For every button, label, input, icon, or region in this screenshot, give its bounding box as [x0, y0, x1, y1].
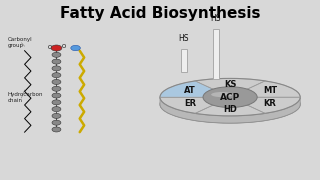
- Circle shape: [52, 100, 61, 105]
- Text: O: O: [61, 44, 66, 49]
- Text: O: O: [47, 45, 52, 50]
- Polygon shape: [230, 81, 300, 97]
- Text: Hydrocarbon
chain: Hydrocarbon chain: [8, 92, 43, 103]
- Circle shape: [71, 45, 80, 51]
- Circle shape: [52, 59, 61, 64]
- Text: MT: MT: [263, 86, 277, 95]
- Text: Fatty Acid Biosynthesis: Fatty Acid Biosynthesis: [60, 6, 260, 21]
- Circle shape: [51, 45, 62, 51]
- Circle shape: [52, 79, 61, 84]
- Text: KR: KR: [264, 99, 276, 108]
- Text: HS: HS: [211, 14, 221, 23]
- Circle shape: [52, 86, 61, 91]
- Circle shape: [52, 107, 61, 112]
- Polygon shape: [160, 97, 300, 123]
- Ellipse shape: [160, 86, 300, 123]
- Circle shape: [52, 52, 61, 57]
- Polygon shape: [160, 97, 230, 113]
- Ellipse shape: [203, 87, 257, 107]
- Text: KS: KS: [224, 80, 236, 89]
- FancyBboxPatch shape: [213, 29, 219, 79]
- Text: HD: HD: [223, 105, 237, 114]
- Polygon shape: [230, 97, 300, 113]
- Circle shape: [52, 127, 61, 132]
- Text: ACP: ACP: [220, 93, 240, 102]
- Text: Carbonyl
group: Carbonyl group: [8, 37, 32, 48]
- Circle shape: [52, 93, 61, 98]
- Circle shape: [52, 66, 61, 71]
- Circle shape: [52, 113, 61, 118]
- FancyBboxPatch shape: [181, 49, 187, 72]
- Polygon shape: [195, 78, 265, 97]
- Polygon shape: [160, 81, 230, 97]
- Text: AT: AT: [184, 86, 196, 95]
- Circle shape: [52, 73, 61, 78]
- Circle shape: [52, 120, 61, 125]
- Text: ER: ER: [184, 99, 196, 108]
- Polygon shape: [195, 97, 265, 116]
- Ellipse shape: [211, 92, 233, 97]
- Text: HS: HS: [179, 34, 189, 43]
